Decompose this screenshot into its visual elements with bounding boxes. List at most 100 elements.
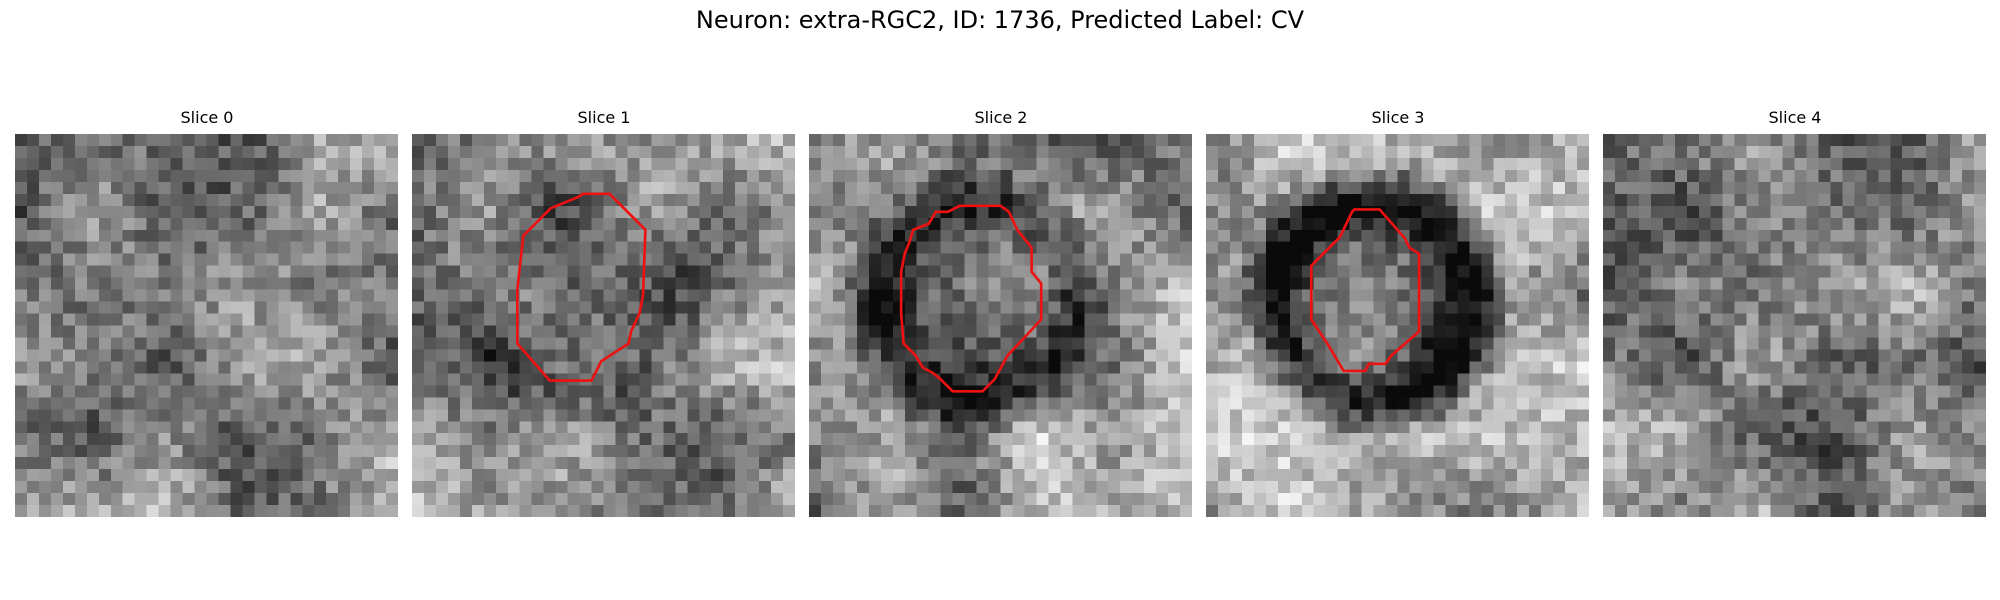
pixel: [1890, 193, 1903, 207]
pixel: [1481, 397, 1494, 410]
pixel: [904, 469, 917, 482]
pixel: [1048, 349, 1061, 362]
pixel: [1722, 157, 1735, 171]
pixel: [771, 193, 784, 207]
pixel: [1206, 385, 1219, 398]
pixel: [1325, 301, 1338, 314]
pixel: [374, 469, 387, 482]
pixel: [1938, 169, 1951, 183]
pixel: [615, 481, 628, 494]
pixel: [86, 193, 100, 207]
pixel: [567, 337, 580, 350]
pixel: [471, 493, 485, 506]
pixel: [182, 421, 195, 434]
pixel: [290, 253, 303, 266]
pixel: [627, 265, 640, 278]
pixel: [809, 229, 822, 242]
pixel: [1144, 445, 1157, 458]
pixel: [928, 481, 941, 494]
pixel: [326, 349, 339, 362]
pixel: [1229, 229, 1243, 242]
pixel: [928, 457, 941, 470]
pixel: [206, 277, 219, 290]
pixel: [579, 145, 592, 159]
pixel: [771, 457, 784, 470]
pixel: [832, 229, 846, 242]
pixel: [86, 457, 100, 470]
pixel: [1794, 241, 1807, 254]
pixel: [1866, 253, 1879, 266]
pixel: [1325, 253, 1338, 266]
pixel: [856, 217, 870, 230]
pixel: [1782, 421, 1795, 434]
pixel: [38, 169, 52, 183]
pixel: [495, 373, 508, 386]
pixel: [423, 469, 437, 482]
pixel: [1229, 169, 1243, 183]
pixel: [338, 181, 351, 195]
pixel: [1361, 229, 1374, 242]
pixel: [1914, 433, 1927, 446]
pixel: [1650, 373, 1664, 386]
pixel: [1144, 181, 1157, 195]
pixel: [1361, 349, 1374, 362]
pixel: [687, 397, 700, 410]
pixel: [471, 481, 485, 494]
pixel: [266, 361, 279, 374]
pixel: [1553, 457, 1566, 470]
pixel: [122, 325, 135, 338]
pixel: [1469, 145, 1482, 159]
pixel: [735, 313, 748, 326]
pixel: [1325, 505, 1338, 517]
pixel: [1385, 277, 1398, 290]
pixel: [1481, 241, 1494, 254]
pixel: [242, 205, 255, 219]
pixel: [1842, 457, 1855, 470]
pixel: [1541, 229, 1554, 242]
pixel: [639, 445, 652, 458]
pixel: [1373, 145, 1386, 159]
pixel: [1253, 265, 1267, 278]
pixel: [809, 157, 822, 171]
pixel: [1734, 421, 1747, 434]
pixel: [374, 301, 387, 314]
pixel: [1926, 373, 1939, 386]
pixel: [783, 265, 795, 278]
pixel: [447, 385, 461, 398]
pixel: [1457, 181, 1470, 195]
pixel: [651, 445, 664, 458]
pixel: [15, 217, 28, 230]
pixel: [1313, 157, 1326, 171]
pixel: [182, 265, 195, 278]
pixel: [50, 481, 64, 494]
pixel: [1060, 205, 1073, 219]
pixel: [194, 409, 207, 422]
pixel: [122, 505, 135, 517]
pixel: [1517, 313, 1530, 326]
pixel: [206, 373, 219, 386]
pixel: [1505, 457, 1518, 470]
pixel: [904, 253, 917, 266]
pixel: [146, 385, 159, 398]
pixel: [1084, 409, 1097, 422]
pixel: [567, 313, 580, 326]
pixel: [26, 469, 40, 482]
pixel: [1770, 217, 1783, 230]
pixel: [1794, 361, 1807, 374]
pixel: [1830, 253, 1843, 266]
pixel: [1577, 277, 1589, 290]
pixel: [1818, 373, 1831, 386]
pixel: [266, 409, 279, 422]
pixel: [1421, 181, 1434, 195]
pixel: [483, 217, 497, 230]
pixel: [134, 421, 147, 434]
pixel: [531, 181, 544, 195]
pixel: [844, 241, 858, 254]
pixel: [1974, 409, 1986, 422]
pixel: [134, 313, 147, 326]
pixel: [1493, 301, 1506, 314]
pixel: [543, 313, 556, 326]
pixel: [976, 134, 989, 147]
pixel: [1072, 349, 1085, 362]
pixel: [38, 337, 52, 350]
